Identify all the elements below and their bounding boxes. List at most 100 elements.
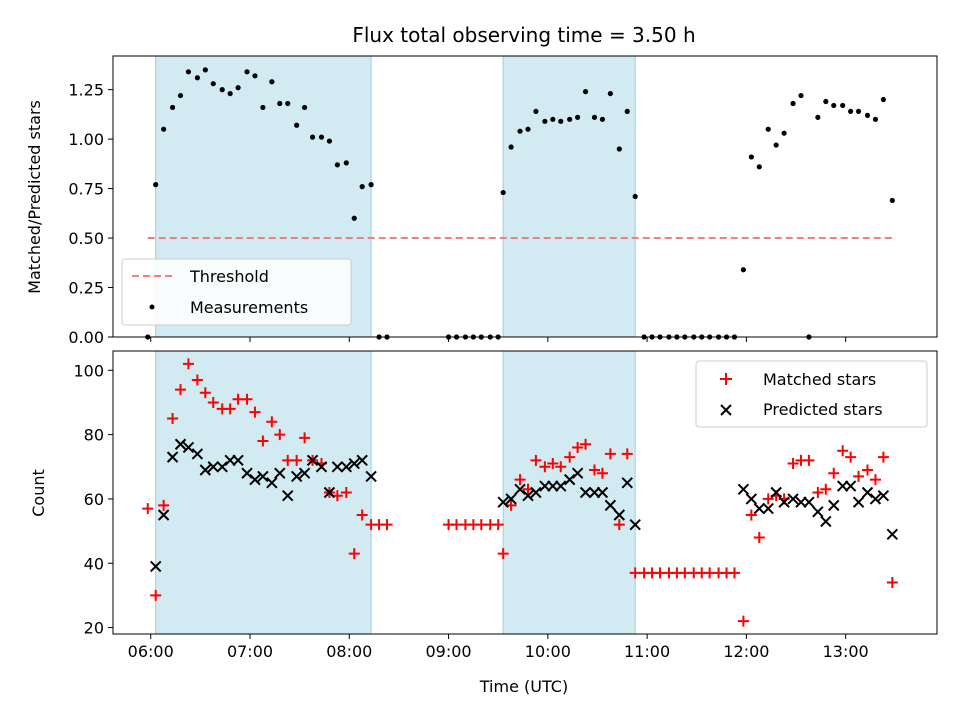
predicted-star-point (505, 493, 517, 505)
measurement-point (500, 189, 506, 196)
bottom-y-axis-label: Count (29, 469, 48, 517)
matched-star-point (182, 358, 194, 370)
predicted-star-point (174, 438, 187, 450)
predicted-star-point (596, 486, 609, 499)
matched-star-point (588, 464, 600, 476)
predicted-star-point (241, 467, 253, 479)
legend-threshold-label: Threshold (189, 267, 269, 286)
measurement-point (575, 114, 581, 120)
y-tick-label: 0.25 (68, 279, 104, 298)
predicted-star-point (249, 473, 261, 486)
top-panel: 0.00 0.25 0.50 0.75 1.00 1.25 Matched/Predict… (25, 55, 938, 347)
matched-star-point (745, 509, 757, 521)
predicted-star-point (257, 470, 269, 483)
legend-matched-label: Matched stars (763, 370, 876, 389)
measurement-point (773, 142, 779, 148)
top-y-ticks: 0.00 0.25 0.50 0.75 1.00 1.25 (68, 81, 113, 347)
measurement-point (872, 116, 879, 122)
predicted-star-point (348, 457, 360, 470)
matched-star-point (340, 487, 352, 498)
predicted-star-point (282, 490, 294, 502)
predicted-star-point (778, 496, 790, 508)
measurement-point (840, 102, 846, 109)
matched-star-point (869, 474, 881, 486)
measurement-point (227, 90, 233, 97)
matched-star-point (877, 451, 889, 463)
measurement-point (153, 182, 159, 188)
measurement-point (185, 69, 192, 75)
measurement-point (533, 108, 539, 115)
y-tick-label: 100 (73, 361, 104, 380)
legend-measurements-label: Measurements (190, 298, 308, 317)
predicted-star-point (266, 477, 278, 489)
bottom-shaded-intervals (155, 350, 636, 635)
predicted-star-point (232, 454, 244, 467)
matched-star-point (621, 448, 633, 460)
predicted-star-point (199, 464, 212, 476)
predicted-star-point (356, 454, 368, 467)
measurement-point (815, 114, 821, 120)
y-tick-label: 80 (84, 426, 104, 445)
bottom-panel: 20 40 60 80 100 06:00 07:00 08:00 09:00 10:00 11:… (29, 350, 938, 696)
matched-star-point (812, 487, 824, 498)
matched-star-point (150, 589, 162, 601)
chart-title: Flux total observing time = 3.50 h (352, 23, 695, 47)
bottom-y-ticks: 20 40 60 80 100 (73, 361, 113, 638)
predicted-star-point (340, 461, 353, 473)
predicted-star-point (323, 486, 336, 499)
x-tick-label: 10:00 (525, 642, 571, 661)
predicted-star-point (604, 499, 617, 512)
matched-star-point (199, 387, 211, 399)
predicted-star-point (530, 486, 542, 499)
top-legend: Threshold Measurements (121, 258, 352, 326)
measurement-point (244, 69, 250, 75)
measurement-point (599, 116, 606, 122)
predicted-star-point (166, 451, 179, 463)
matched-star-point (596, 467, 608, 479)
matched-star-point (737, 615, 749, 627)
matched-star-point (862, 464, 874, 476)
measurement-point (831, 102, 837, 109)
predicted-star-point (522, 490, 534, 502)
matched-star-point (547, 458, 559, 470)
measurement-point (277, 100, 283, 107)
matched-star-point (249, 406, 261, 418)
measurement-point (161, 126, 167, 132)
measurement-point (748, 154, 754, 160)
measurement-point (194, 75, 200, 81)
y-tick-label: 0.50 (68, 229, 104, 248)
bottom-x-ticks: 06:00 07:00 08:00 09:00 10:00 11:00 12:00 13:00 (128, 634, 869, 661)
measurement-point (359, 184, 365, 190)
predicted-star-point (149, 560, 162, 573)
measurement-point (525, 126, 531, 132)
top-axes-frame (112, 55, 938, 338)
matched-star-point (604, 448, 616, 460)
predicted-star-point (514, 483, 526, 495)
matched-star-point (728, 567, 740, 579)
matched-star-point (207, 396, 219, 408)
predicted-star-point (298, 467, 311, 479)
y-tick-label: 0.75 (68, 180, 104, 199)
predicted-star-point (613, 509, 626, 521)
predicted-star-point (770, 486, 782, 499)
measurement-point (607, 90, 613, 97)
predicted-star-point (157, 509, 170, 521)
matched-star-point (257, 435, 269, 447)
measurement-point (781, 130, 787, 136)
measurement-point (848, 108, 854, 115)
measurement-point (517, 128, 523, 134)
y-tick-label: 1.25 (68, 81, 104, 100)
predicted-star-point (844, 480, 857, 492)
measurement-point (798, 92, 804, 99)
predicted-star-point (315, 461, 328, 473)
matched-star-point (853, 470, 865, 482)
matched-star-point (886, 577, 898, 589)
predicted-star-point (629, 518, 641, 531)
matched-star-point (167, 413, 179, 425)
predicted-star-point (852, 496, 865, 508)
matched-star-point (572, 441, 584, 453)
predicted-star-point (787, 493, 799, 505)
legend-matched-swatch (720, 373, 732, 385)
x-tick-label: 13:00 (823, 642, 869, 661)
measurement-point (632, 193, 638, 200)
